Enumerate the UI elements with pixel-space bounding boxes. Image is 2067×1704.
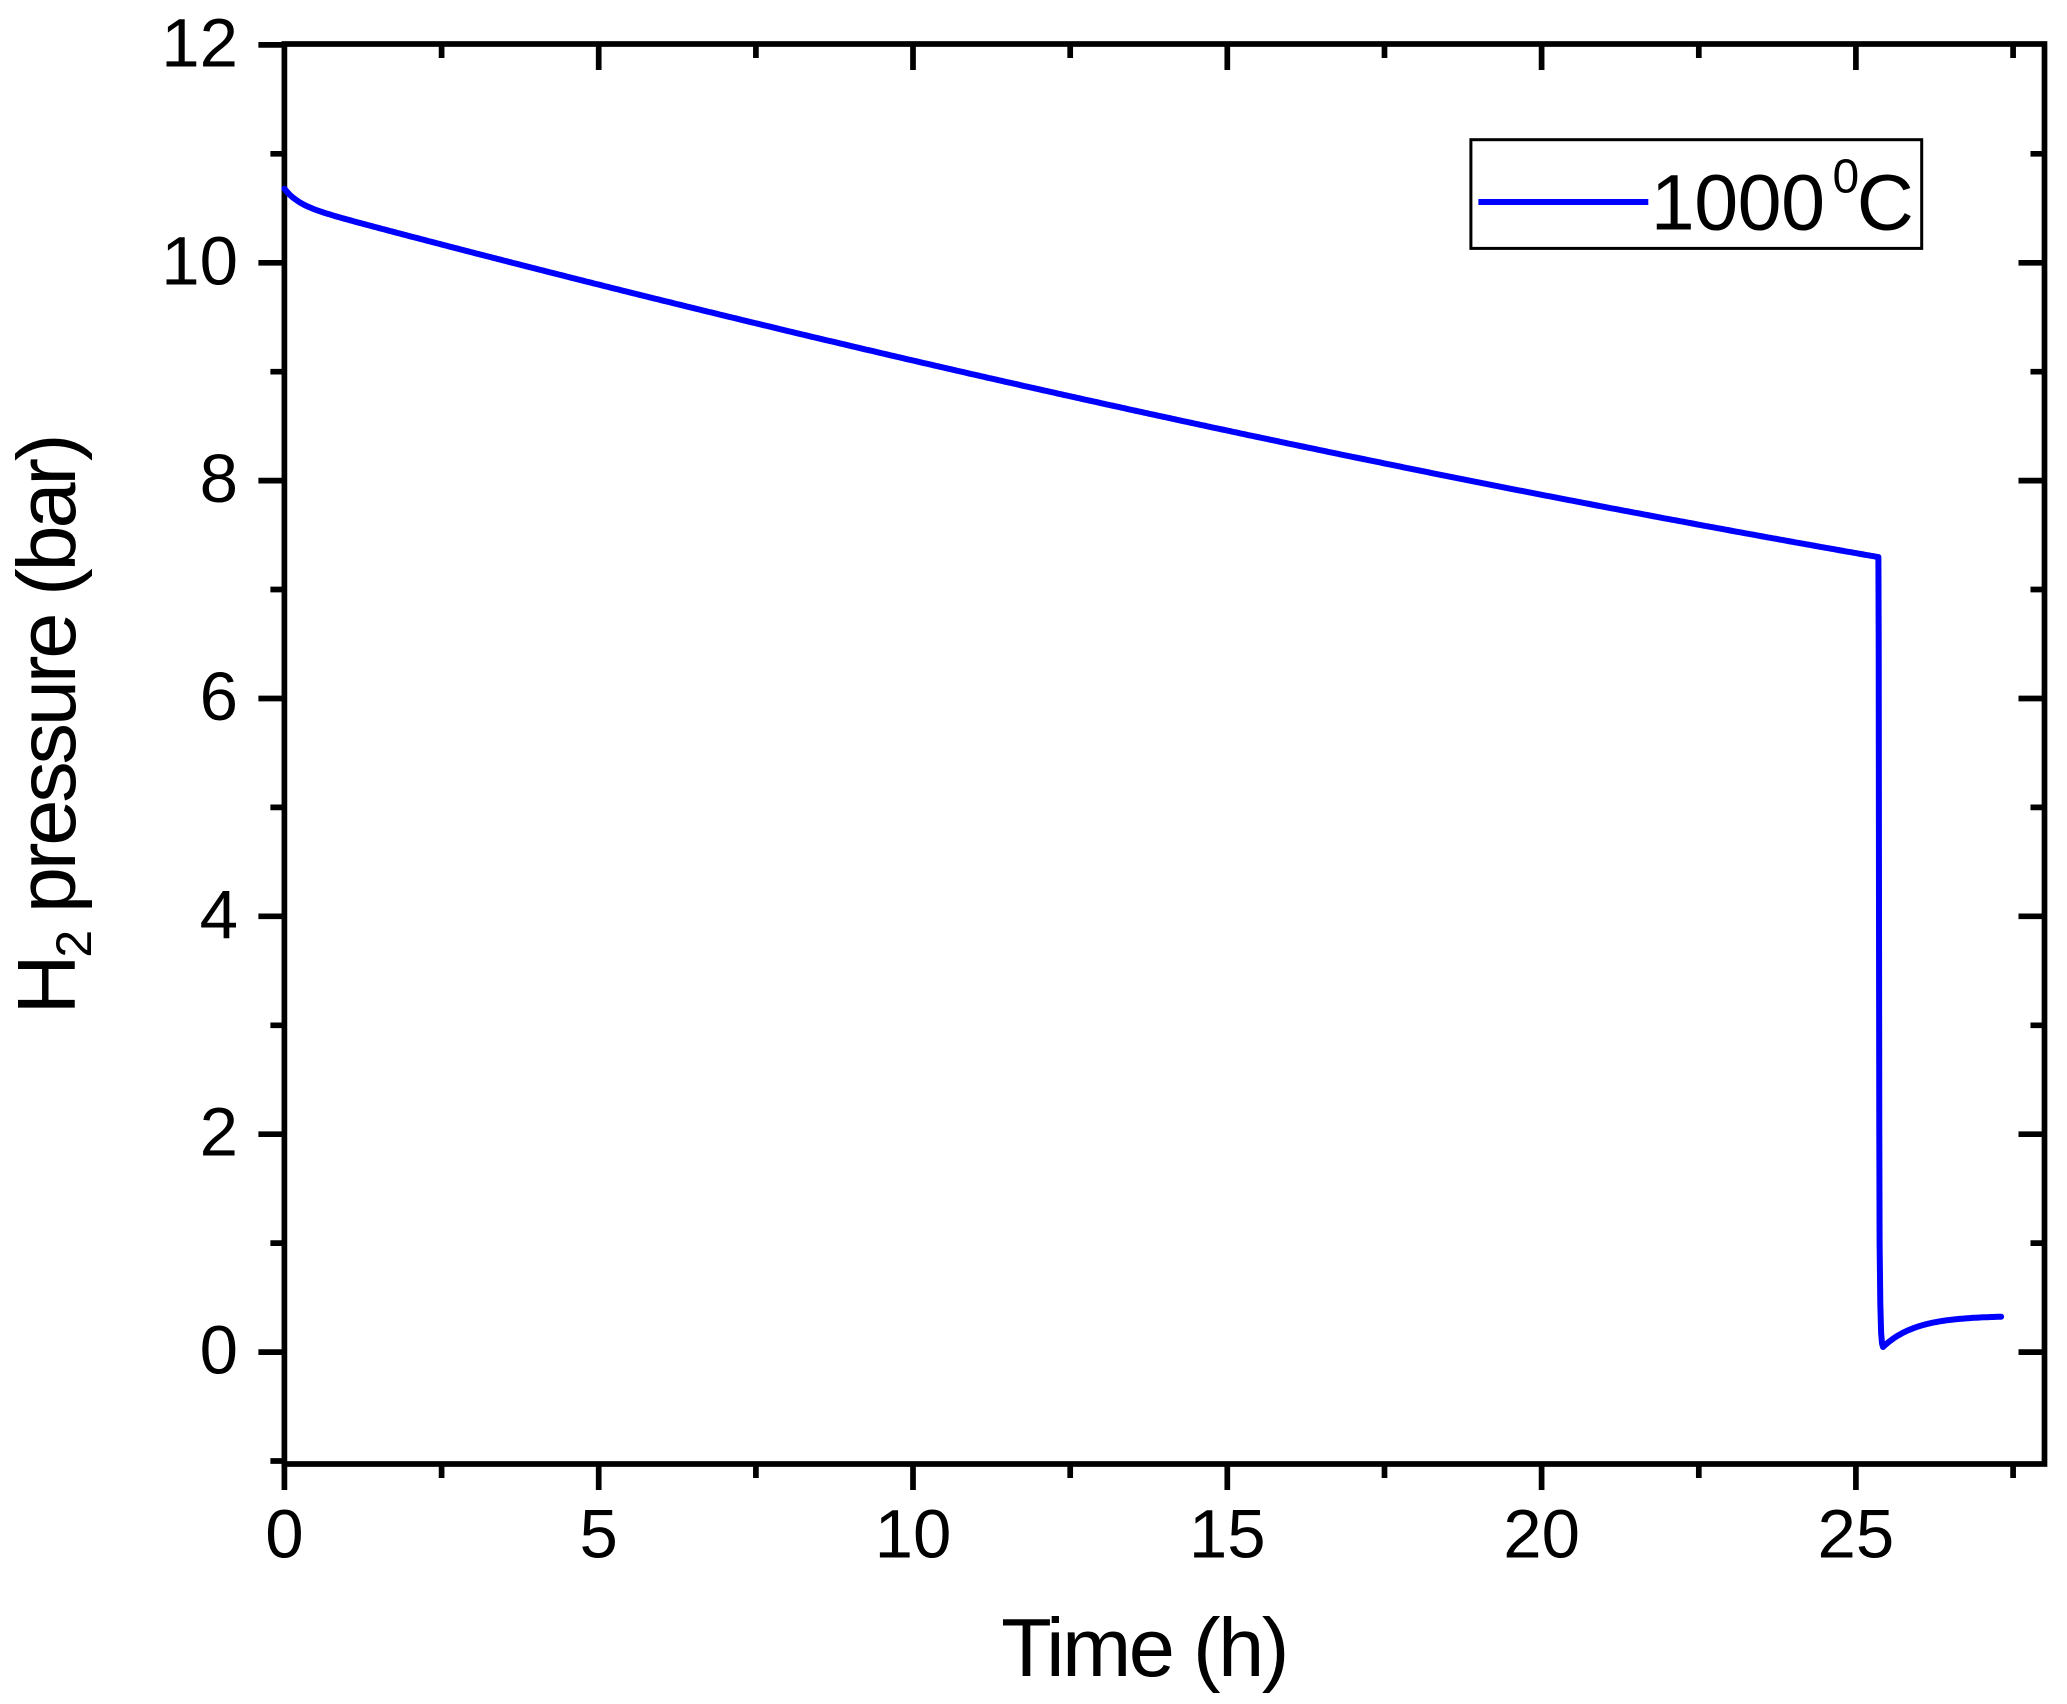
svg-text:0: 0 (200, 1312, 238, 1389)
svg-text:15: 15 (1189, 1496, 1266, 1573)
svg-text:12: 12 (161, 4, 238, 81)
svg-text:H2 pressure (bar): H2 pressure (bar) (0, 437, 102, 1015)
svg-text:10: 10 (875, 1496, 952, 1573)
svg-text:8: 8 (200, 440, 238, 517)
svg-text:6: 6 (200, 658, 238, 735)
svg-text:5: 5 (580, 1496, 618, 1573)
svg-text:Time (h): Time (h) (1001, 1601, 1287, 1694)
svg-text:20: 20 (1503, 1496, 1580, 1573)
svg-text:4: 4 (200, 876, 238, 953)
svg-text:25: 25 (1818, 1496, 1895, 1573)
svg-text:0: 0 (265, 1496, 303, 1573)
svg-text:10: 10 (161, 222, 238, 299)
svg-text:2: 2 (200, 1094, 238, 1171)
